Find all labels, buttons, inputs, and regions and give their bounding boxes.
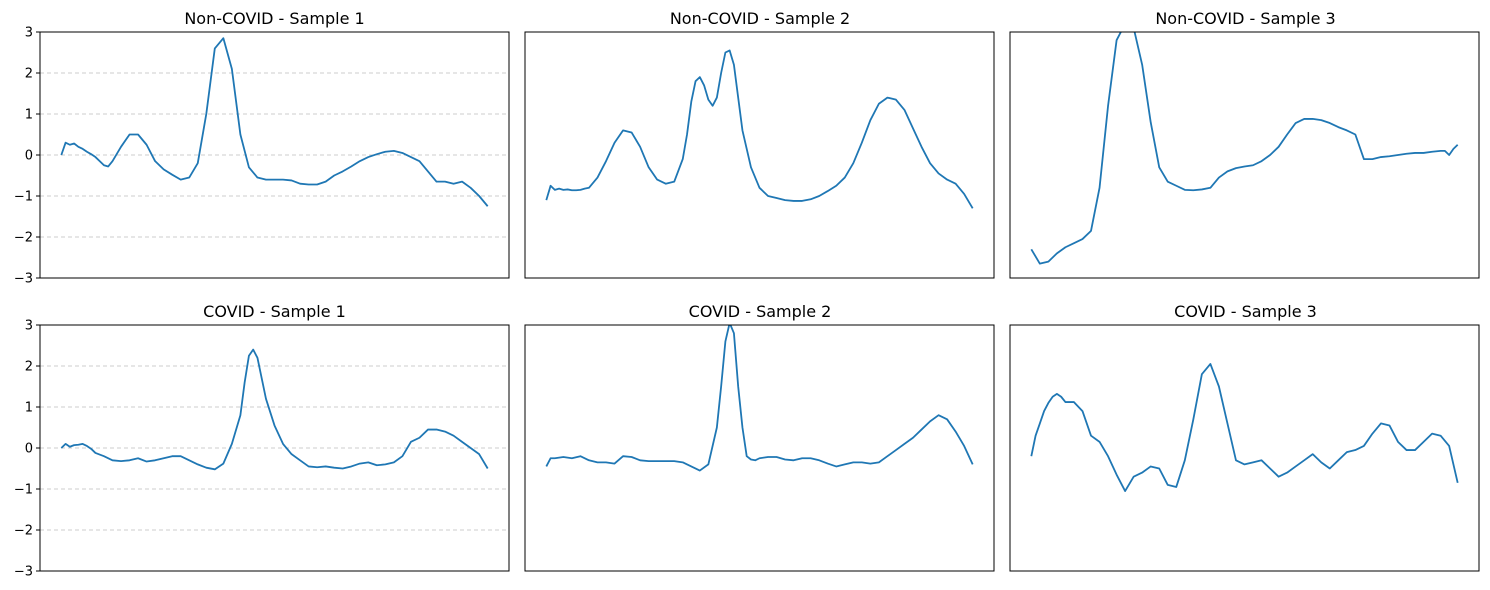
y-tick-label: 2 [25,67,33,82]
axes-frame [1009,31,1480,279]
y-tick-label: 0 [25,442,33,457]
y-tick-label: −3 [14,272,33,287]
y-tick-label: 3 [25,26,33,41]
axes-frame [39,31,510,279]
chart-covid-sample-1: COVID - Sample 1 −3 −2 −1 0 1 2 3 [14,302,510,580]
chart-title: COVID - Sample 2 [689,302,832,321]
y-tick-label: 3 [25,319,33,334]
chart-covid-sample-3: COVID - Sample 3 [1009,302,1480,572]
series-line [60,37,489,207]
y-tick-label: −3 [14,565,33,580]
y-tick-label: −2 [14,524,33,539]
axes-frame [1009,324,1480,572]
y-tick-label: 1 [25,108,33,123]
axes-frame [524,31,995,279]
series-line [1030,32,1459,265]
y-tick-label: −1 [14,483,33,498]
y-tick-label: 0 [25,149,33,164]
chart-covid-sample-2: COVID - Sample 2 [524,302,995,572]
series-line [545,325,974,472]
series-line [1030,363,1459,492]
chart-non-covid-sample-2: Non-COVID - Sample 2 [524,9,995,279]
axes-frame [524,324,995,572]
chart-title: Non-COVID - Sample 1 [184,9,364,28]
y-tick-label: 1 [25,401,33,416]
axes-frame [39,324,510,572]
chart-title: Non-COVID - Sample 3 [1155,9,1335,28]
chart-non-covid-sample-3: Non-COVID - Sample 3 [1009,9,1480,279]
chart-title: COVID - Sample 1 [203,302,346,321]
y-tick-label: −2 [14,231,33,246]
chart-title: COVID - Sample 3 [1174,302,1317,321]
y-tick-label: 2 [25,360,33,375]
y-tick-label: −1 [14,190,33,205]
chart-non-covid-sample-1: Non-COVID - Sample 1 −3 −2 −1 0 1 2 3 [14,9,510,287]
series-line [545,49,974,209]
chart-title: Non-COVID - Sample 2 [670,9,850,28]
series-line [60,348,489,471]
